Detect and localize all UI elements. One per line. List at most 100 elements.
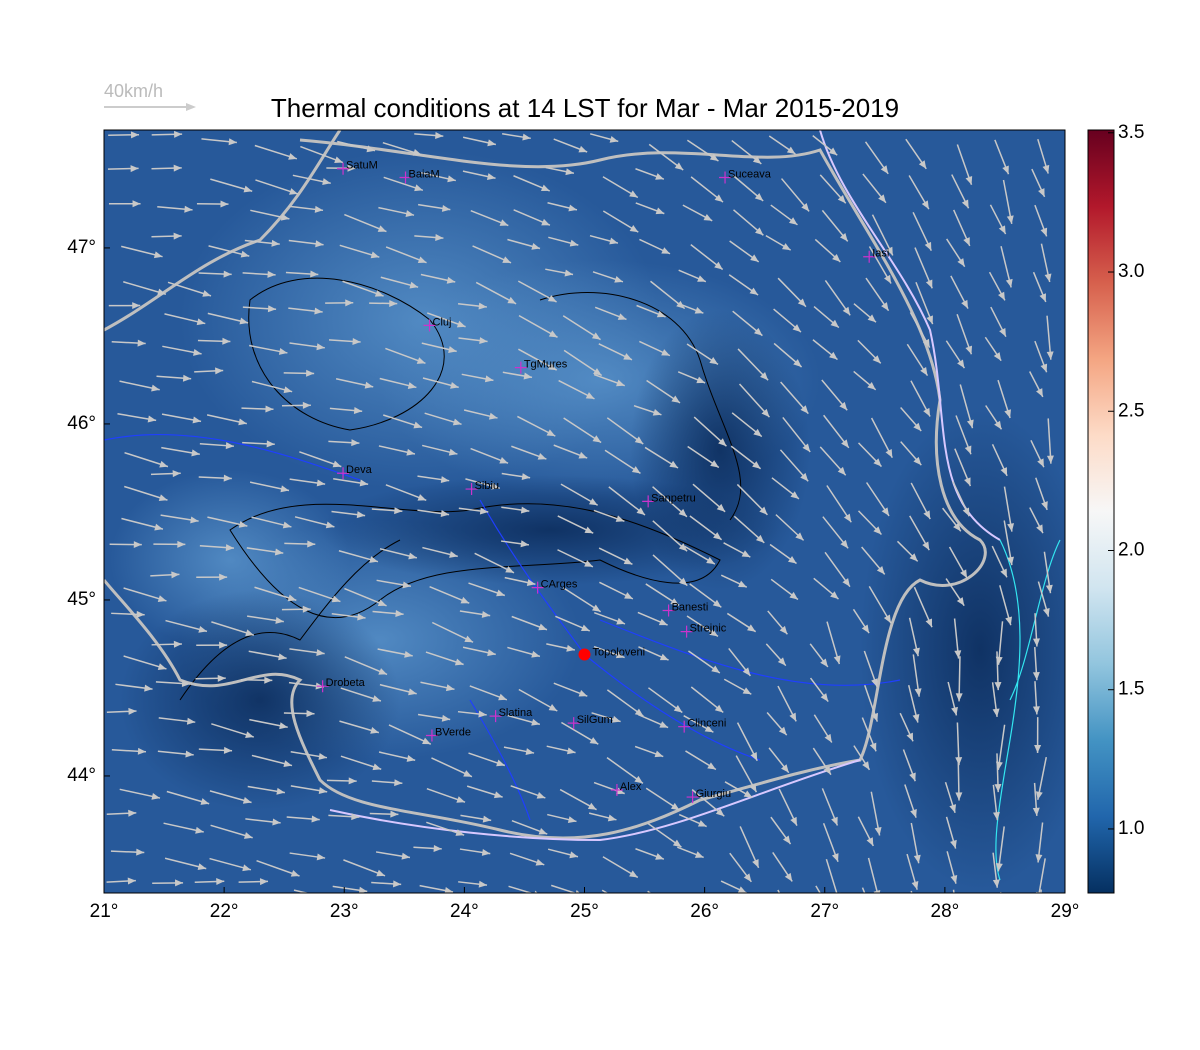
wind-arrowhead <box>655 173 664 180</box>
wind-arrowhead <box>793 359 802 367</box>
wind-arrowhead <box>565 168 574 176</box>
wind-arrowhead <box>200 798 210 805</box>
wind-arrowhead <box>611 715 621 723</box>
wind-arrowhead <box>923 510 931 520</box>
wind-arrowhead <box>278 347 288 355</box>
wind-arrowhead <box>747 624 756 632</box>
wind-arrowhead <box>873 889 881 893</box>
wind-arrowhead <box>370 251 380 259</box>
wind-arrowhead <box>861 624 870 634</box>
wind-arrowhead <box>585 392 595 399</box>
wind-arrowhead <box>417 494 427 501</box>
wind-arrowhead <box>964 445 972 455</box>
wind-arrowhead <box>790 816 797 826</box>
wind-arrowhead <box>136 848 145 856</box>
wind-arrowhead <box>658 618 668 626</box>
wind-arrowhead <box>137 339 146 347</box>
city-marker <box>642 495 655 508</box>
wind-arrowhead <box>995 862 1003 872</box>
wind-arrowhead <box>191 449 200 457</box>
wind-arrowhead <box>538 623 547 631</box>
wind-arrowhead <box>615 651 625 659</box>
wind-arrowhead <box>802 443 811 452</box>
wind-arrowhead <box>629 190 638 198</box>
wind-arrow <box>293 889 310 893</box>
wind-arrowhead <box>240 250 250 258</box>
wind-arrowhead <box>1042 607 1050 617</box>
wind-arrowhead <box>753 428 762 437</box>
wind-arrowhead <box>707 762 716 770</box>
wind-arrowhead <box>445 684 455 692</box>
wind-arrowhead <box>223 270 232 278</box>
wind-arrowhead <box>760 372 769 381</box>
wind-arrowhead <box>147 415 157 423</box>
x-tick-label: 22° <box>210 901 239 922</box>
wind-arrowhead <box>829 351 838 360</box>
highlight-marker <box>578 648 591 661</box>
wind-arrowhead <box>175 879 184 887</box>
wind-arrowhead <box>884 274 892 284</box>
wind-arrowhead <box>1007 556 1014 566</box>
wind-arrowhead <box>1035 854 1043 863</box>
wind-arrowhead <box>628 903 637 910</box>
wind-arrowhead <box>245 731 254 739</box>
wind-arrowhead <box>446 276 456 284</box>
wind-arrowhead <box>318 752 327 760</box>
wind-arrowhead <box>1005 616 1013 626</box>
wind-arrowhead <box>709 629 718 637</box>
wind-arrowhead <box>593 368 602 376</box>
wind-arrowhead <box>634 436 644 444</box>
wind-arrowhead <box>184 205 193 213</box>
wind-arrowhead <box>678 508 687 517</box>
city-marker <box>399 171 412 184</box>
wind-arrowhead <box>314 205 324 213</box>
wind-arrowhead <box>1034 744 1042 753</box>
wind-arrowhead <box>404 650 413 658</box>
wind-arrowhead <box>351 813 360 821</box>
city-label: Banesti <box>672 601 709 613</box>
wind-arrowhead <box>922 338 930 348</box>
border <box>104 138 987 840</box>
x-tick-label: 21° <box>90 901 119 922</box>
wind-arrowhead <box>280 213 290 221</box>
wind-arrowhead <box>823 766 831 775</box>
wind-arrowhead <box>624 592 633 599</box>
wind-arrowhead <box>629 870 638 878</box>
wind-arrowhead <box>824 733 832 743</box>
y-tick-label: 46° <box>67 413 96 434</box>
wind-arrowhead <box>749 783 757 793</box>
wind-arrowhead <box>186 717 196 725</box>
wind-arrowhead <box>174 130 183 138</box>
wind-arrowhead <box>407 382 417 389</box>
wind-arrowhead <box>307 540 316 548</box>
wind-arrowhead <box>578 690 588 697</box>
cool-area <box>630 310 810 590</box>
wind-arrowhead <box>238 418 247 426</box>
city-marker <box>610 784 623 797</box>
wind-arrowhead <box>914 688 922 697</box>
wind-arrowhead <box>871 678 878 687</box>
wind-arrowhead <box>502 256 512 263</box>
wind-arrowhead <box>289 188 298 195</box>
wind-arrowhead <box>499 457 509 464</box>
wind-arrowhead <box>412 149 422 156</box>
wind-arrowhead <box>406 755 416 762</box>
wind-arrowhead <box>352 337 361 345</box>
wind-arrowhead <box>157 595 167 602</box>
wind-arrowhead <box>749 287 759 296</box>
wind-arrowhead <box>196 318 206 326</box>
y-tick-label: 45° <box>67 589 96 610</box>
wind-arrowhead <box>564 269 574 277</box>
wind-arrowhead <box>534 890 538 893</box>
wind-arrowhead <box>456 320 466 328</box>
wind-arrowhead <box>866 837 874 846</box>
wind-arrowhead <box>173 164 182 172</box>
wind-arrowhead <box>712 599 722 608</box>
wind-arrow <box>910 890 913 893</box>
wind-arrowhead <box>786 146 796 155</box>
wind-arrowhead <box>752 859 759 868</box>
city-label: SilGum <box>577 714 613 726</box>
wind-arrowhead <box>181 679 191 687</box>
wind-arrowhead <box>276 787 285 795</box>
wind-arrowhead <box>408 688 417 696</box>
